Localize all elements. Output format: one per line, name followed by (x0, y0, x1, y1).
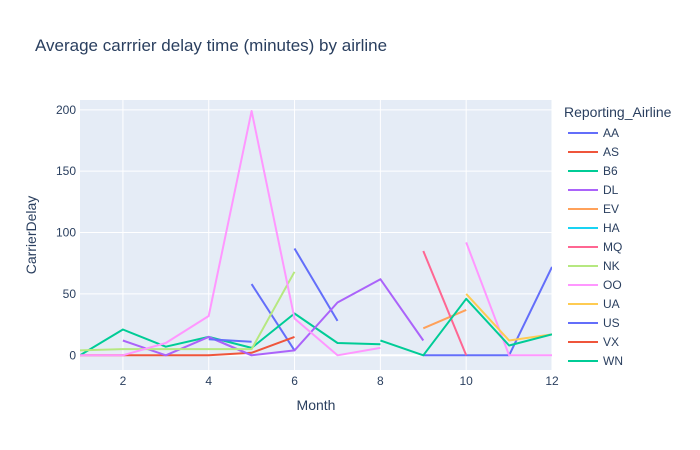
series-line-wn (380, 297, 552, 357)
x-axis-ticks: 2 4 6 8 10 12 (120, 374, 559, 388)
legend-label: B6 (603, 164, 618, 178)
legend-item-us[interactable]: US (568, 316, 620, 330)
legend-label: AA (603, 126, 619, 140)
series-line-aa (293, 247, 339, 322)
y-tick-label: 0 (69, 348, 76, 362)
legend-label: NK (603, 259, 620, 273)
legend-item-mq[interactable]: MQ (568, 240, 622, 254)
series-line-oo (465, 242, 552, 357)
legend-item-oo[interactable]: OO (568, 278, 622, 292)
x-tick-label: 12 (545, 374, 559, 388)
legend-item-nk[interactable]: NK (568, 259, 620, 273)
series-line-ua (465, 293, 552, 342)
series-line-oo (80, 110, 381, 357)
x-tick-label: 4 (205, 374, 212, 388)
y-axis-ticks: 0 50 100 150 200 (56, 103, 76, 362)
legend-label: OO (603, 278, 622, 292)
legend-item-ua[interactable]: UA (568, 297, 620, 311)
legend-item-ev[interactable]: EV (568, 202, 619, 216)
x-tick-label: 10 (460, 374, 474, 388)
series-line-nk (80, 271, 296, 352)
series-line-mq (422, 250, 468, 356)
x-tick-label: 6 (291, 374, 298, 388)
legend-label: MQ (603, 240, 622, 254)
legend[interactable]: AA AS B6 DL EV HA MQ NK OO UA US VX WN (568, 126, 623, 368)
legend-item-dl[interactable]: DL (568, 183, 619, 197)
legend-label: HA (603, 221, 620, 235)
legend-label: US (603, 316, 620, 330)
plot-area (80, 100, 552, 370)
legend-label: AS (603, 145, 619, 159)
series-line-aa (423, 266, 552, 357)
legend-label: DL (603, 183, 619, 197)
legend-item-ha[interactable]: HA (568, 221, 620, 235)
y-tick-label: 50 (63, 287, 77, 301)
legend-item-as[interactable]: AS (568, 145, 619, 159)
x-tick-label: 8 (377, 374, 384, 388)
legend-label: WN (603, 354, 623, 368)
x-axis-title: Month (297, 397, 336, 413)
legend-item-wn[interactable]: WN (568, 354, 623, 368)
y-tick-label: 150 (56, 164, 76, 178)
legend-label: VX (603, 335, 619, 349)
series-line-b6 (80, 312, 381, 357)
series-line-us (208, 338, 252, 343)
y-tick-label: 200 (56, 103, 76, 117)
series-lines (80, 110, 552, 357)
legend-item-b6[interactable]: B6 (568, 164, 618, 178)
x-tick-label: 2 (120, 374, 127, 388)
legend-label: EV (603, 202, 619, 216)
legend-item-aa[interactable]: AA (568, 126, 619, 140)
legend-label: UA (603, 297, 620, 311)
legend-item-vx[interactable]: VX (568, 335, 619, 349)
y-tick-label: 100 (56, 226, 76, 240)
y-axis-title: CarrierDelay (23, 196, 39, 275)
series-line-ev (422, 308, 467, 330)
legend-title: Reporting_Airline (564, 104, 672, 120)
chart-title: Average carrrier delay time (minutes) by… (35, 36, 387, 55)
series-line-dl (122, 278, 425, 357)
